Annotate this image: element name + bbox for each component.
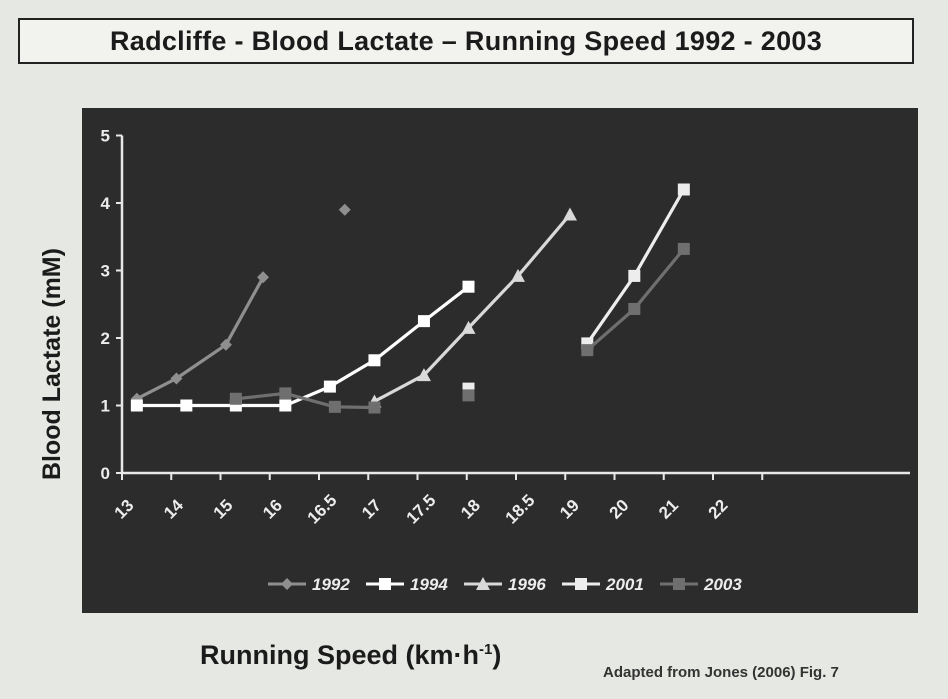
data-point-1996 bbox=[416, 368, 431, 382]
y-tick-label: 0 bbox=[101, 464, 110, 483]
data-point-2003 bbox=[328, 400, 341, 413]
legend-marker-1994 bbox=[379, 578, 391, 590]
x-tick-label: 17.5 bbox=[403, 491, 440, 528]
legend-marker-2001 bbox=[575, 578, 587, 590]
x-tick-label: 14 bbox=[160, 495, 187, 522]
chart-title: Radcliffe - Blood Lactate – Running Spee… bbox=[109, 25, 823, 56]
x-axis-label-main: Running Speed (km·h bbox=[200, 640, 479, 670]
data-point-1994 bbox=[323, 380, 336, 393]
legend-label-2001: 2001 bbox=[605, 575, 644, 594]
plot-panel bbox=[82, 108, 918, 613]
data-point-2001 bbox=[628, 269, 641, 282]
y-axis-label: Blood Lactate (mM) bbox=[38, 248, 66, 480]
x-tick-label: 21 bbox=[655, 496, 682, 523]
y-tick-label: 2 bbox=[101, 329, 110, 348]
y-tick-label: 3 bbox=[101, 262, 110, 281]
x-tick-label: 16.5 bbox=[304, 491, 341, 528]
data-point-1994 bbox=[130, 399, 143, 412]
x-axis-label: Running Speed (km·h-1) bbox=[200, 640, 501, 671]
y-tick-label: 1 bbox=[101, 397, 110, 416]
x-tick-label: 16 bbox=[259, 496, 286, 523]
x-tick-label: 15 bbox=[210, 496, 237, 523]
data-point-1994 bbox=[368, 354, 381, 367]
data-point-1994 bbox=[417, 315, 430, 328]
chart-title-box: Radcliffe - Blood Lactate – Running Spee… bbox=[18, 18, 914, 64]
x-tick-label: 17 bbox=[358, 496, 385, 523]
legend-label-2003: 2003 bbox=[703, 575, 742, 594]
data-point-2001 bbox=[677, 183, 690, 196]
data-point-2003 bbox=[628, 302, 641, 315]
legend-marker-1992 bbox=[281, 578, 293, 590]
x-tick-label: 18 bbox=[457, 496, 484, 523]
legend-marker-2003 bbox=[673, 578, 685, 590]
data-point-1996 bbox=[511, 268, 525, 282]
data-point-1994 bbox=[279, 399, 292, 412]
x-axis-label-exponent: -1 bbox=[479, 641, 493, 658]
x-tick-label: 13 bbox=[111, 496, 138, 523]
data-point-2003 bbox=[677, 242, 690, 255]
series-line-2003 bbox=[235, 247, 686, 410]
y-tick-label: 5 bbox=[101, 127, 110, 146]
data-point-2003 bbox=[368, 401, 381, 414]
data-point-1992 bbox=[257, 271, 270, 284]
data-point-2003 bbox=[581, 344, 594, 357]
data-point-2003 bbox=[229, 392, 242, 405]
data-point-1992 bbox=[219, 338, 232, 351]
x-tick-label: 19 bbox=[556, 496, 583, 523]
y-tick-label: 4 bbox=[101, 194, 111, 213]
source-credit: Adapted from Jones (2006) Fig. 7 bbox=[603, 664, 839, 681]
x-tick-label: 20 bbox=[606, 496, 633, 523]
data-point-1996 bbox=[461, 320, 476, 334]
data-point-1994 bbox=[462, 280, 475, 293]
x-tick-label: 18.5 bbox=[502, 491, 539, 528]
data-point-1992 bbox=[338, 203, 351, 216]
data-point-1996 bbox=[562, 207, 577, 221]
x-tick-label: 22 bbox=[705, 496, 732, 523]
series-line-1994 bbox=[136, 285, 470, 408]
data-point-1992 bbox=[170, 372, 183, 385]
series-line-1996 bbox=[373, 213, 572, 403]
data-point-1994 bbox=[180, 399, 193, 412]
legend-label-1996: 1996 bbox=[508, 575, 546, 594]
legend-marker-1996 bbox=[476, 577, 490, 590]
x-axis-label-close: ) bbox=[492, 640, 502, 670]
legend-label-1992: 1992 bbox=[312, 575, 350, 594]
series-line-1992 bbox=[136, 276, 265, 401]
data-point-2003 bbox=[279, 387, 292, 400]
legend-label-1994: 1994 bbox=[410, 575, 448, 594]
data-point-2003 bbox=[462, 389, 475, 402]
